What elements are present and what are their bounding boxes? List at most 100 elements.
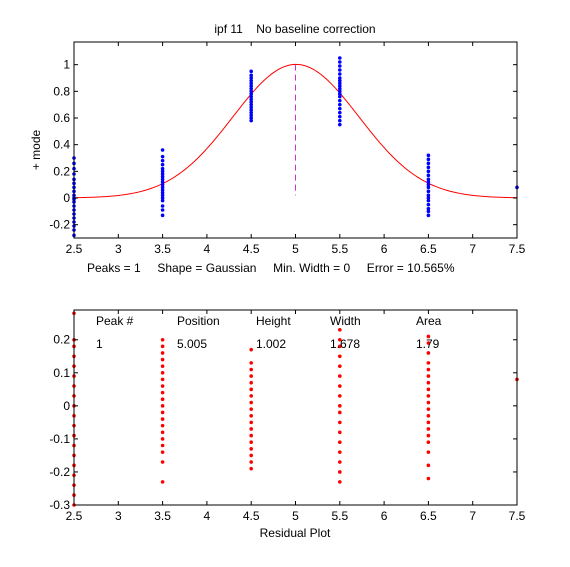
x-tick-label: 5 (292, 509, 299, 523)
data-point (249, 76, 253, 80)
data-point (338, 64, 342, 68)
y-tick-label: 0 (63, 399, 70, 413)
y-tick-label: 0.2 (53, 164, 70, 178)
y-tick-label: -0.1 (49, 432, 70, 446)
data-point (426, 361, 431, 365)
data-point (160, 460, 165, 464)
data-point (426, 213, 431, 218)
table-header: Peak # (96, 314, 134, 328)
data-point (426, 427, 431, 431)
x-tick-label: 5 (292, 242, 299, 256)
data-point (160, 177, 165, 182)
x-tick-label: 3.5 (154, 509, 171, 523)
table-header: Height (256, 314, 291, 328)
data-point (338, 78, 342, 83)
data-point (160, 196, 165, 200)
data-point (338, 118, 342, 123)
y-tick-label: 0.4 (53, 138, 70, 152)
data-point (160, 384, 165, 388)
data-point (426, 196, 431, 200)
x-tick-label: 2.5 (66, 242, 83, 256)
data-point (338, 122, 342, 127)
data-point (160, 337, 165, 342)
data-point (160, 154, 165, 159)
data-point (338, 94, 342, 99)
data-point (426, 433, 431, 438)
data-point (160, 180, 165, 184)
x-tick-label: 7.5 (509, 509, 526, 523)
fit-points-layer (72, 56, 519, 238)
table-cell: 1.678 (330, 337, 360, 351)
data-point (338, 344, 342, 349)
data-point (160, 417, 165, 421)
data-point (249, 94, 253, 99)
data-point (426, 407, 431, 411)
data-point (249, 453, 253, 458)
data-point (426, 209, 431, 214)
data-point (160, 443, 165, 448)
data-point (160, 193, 165, 198)
x-tick-label: 7.5 (509, 242, 526, 256)
data-point (338, 394, 342, 398)
data-point (426, 463, 431, 468)
data-point (160, 357, 165, 362)
data-point (338, 460, 342, 464)
data-point (338, 84, 342, 88)
data-point (160, 190, 165, 195)
data-point (160, 204, 165, 208)
y-tick-label: 0.8 (53, 84, 70, 98)
gaussian-fit-curve (73, 63, 518, 199)
data-point (338, 404, 342, 408)
data-point (338, 56, 342, 60)
data-point (160, 410, 165, 415)
data-point (426, 420, 431, 425)
fit-chart: ipf 11 No baseline correction + mode 2.5… (29, 22, 526, 275)
data-point (249, 466, 253, 471)
data-point (338, 328, 342, 332)
data-point (249, 113, 253, 118)
x-tick-label: 4 (204, 242, 211, 256)
data-point (426, 341, 431, 345)
data-point (338, 470, 342, 474)
data-point (160, 390, 165, 395)
data-point (160, 198, 165, 203)
data-point (426, 157, 431, 162)
data-point (426, 394, 431, 398)
data-point (160, 480, 165, 484)
data-point (249, 105, 253, 110)
data-point (426, 169, 431, 174)
data-point (160, 351, 165, 355)
table-header: Position (177, 314, 220, 328)
data-point (160, 169, 165, 174)
data-point (426, 334, 431, 339)
data-point (426, 189, 431, 194)
data-point (338, 98, 342, 103)
x-tick-label: 3.5 (154, 242, 171, 256)
data-point (426, 400, 431, 405)
data-point (160, 188, 165, 192)
data-point (249, 69, 253, 74)
x-tick-label: 4 (204, 509, 211, 523)
x-tick-label: 2.5 (66, 509, 83, 523)
x-tick-label: 4.5 (243, 242, 260, 256)
data-point (160, 162, 165, 167)
data-point (249, 394, 253, 398)
data-point (249, 380, 253, 385)
residual-chart: 2.5 3 3.5 4 4.5 5 5.5 6 6.5 7 7.5 -0.3 -0.2 -0.1 0 0.1 0… (49, 309, 526, 540)
y-tick-label: -0.2 (49, 218, 70, 232)
x-tick-label: 4.5 (243, 509, 260, 523)
data-point (160, 174, 165, 179)
data-point (338, 354, 342, 359)
data-point (160, 364, 165, 368)
data-point (249, 102, 253, 107)
data-point (249, 347, 253, 352)
table-cell: 1.002 (256, 337, 286, 351)
data-point (160, 423, 165, 428)
table-cell: 1 (96, 337, 103, 351)
data-point (160, 213, 165, 218)
fit-chart-title: ipf 11 No baseline correction (214, 22, 375, 36)
data-point (338, 86, 342, 91)
data-point (249, 460, 253, 464)
data-point (426, 374, 431, 378)
